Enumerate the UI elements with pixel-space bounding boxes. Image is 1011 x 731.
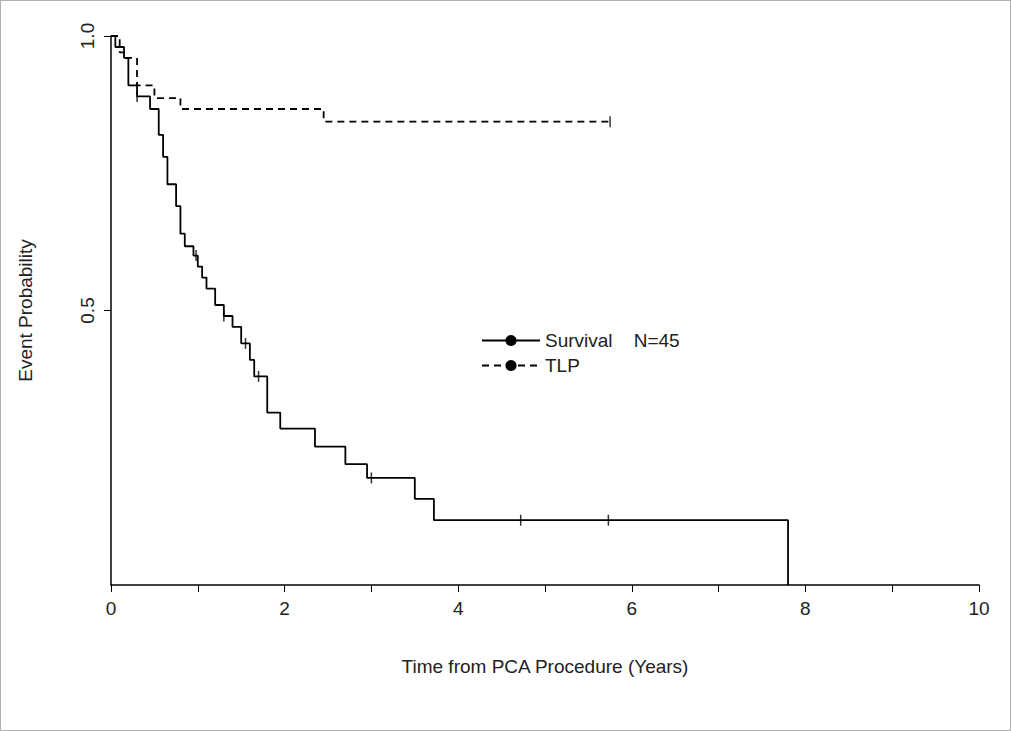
svg-text:6: 6 [627, 598, 638, 619]
svg-text:1.0: 1.0 [77, 23, 98, 49]
svg-text:4: 4 [453, 598, 464, 619]
svg-text:8: 8 [800, 598, 811, 619]
svg-text:10: 10 [968, 598, 989, 619]
svg-text:0: 0 [106, 598, 117, 619]
svg-text:Time from PCA Procedure (Years: Time from PCA Procedure (Years) [402, 656, 689, 677]
svg-text:2: 2 [279, 598, 290, 619]
svg-text:Event Probability: Event Probability [15, 239, 36, 382]
svg-text:TLP: TLP [545, 355, 580, 376]
svg-text:Survival N=45: Survival N=45 [545, 330, 680, 351]
svg-text:0.5: 0.5 [77, 297, 98, 323]
